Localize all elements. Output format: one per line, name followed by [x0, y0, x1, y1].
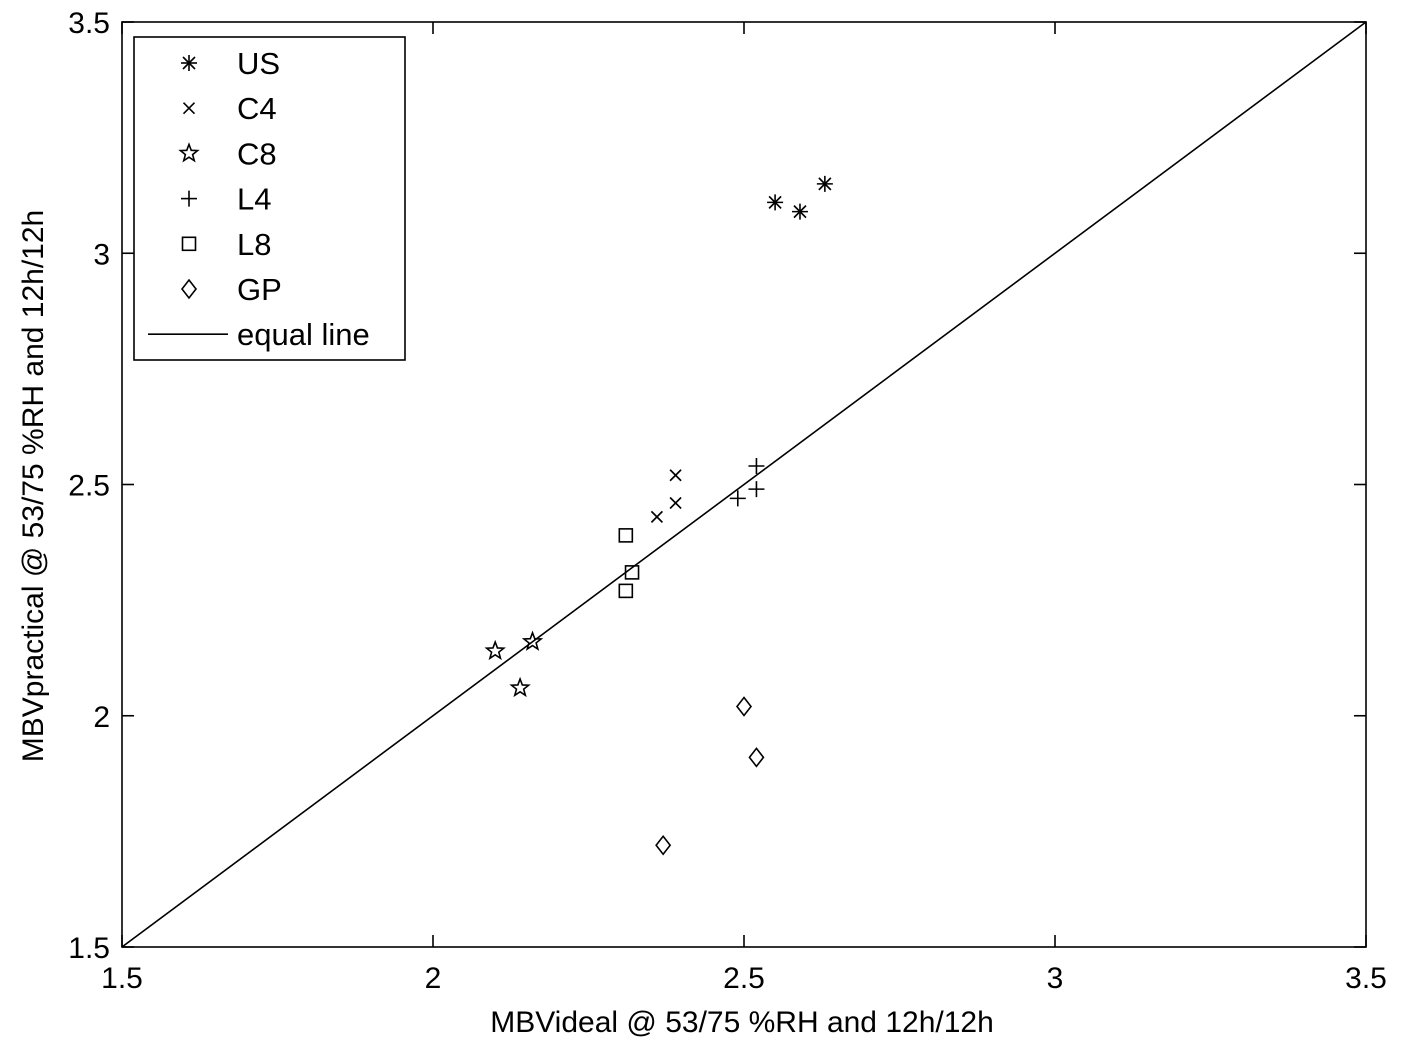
y-tick-label: 3: [93, 238, 110, 271]
x-tick-label: 3: [1047, 962, 1064, 995]
point-c4: [669, 469, 682, 482]
point-us: [767, 194, 784, 211]
legend: US C4 C8 L4 L8 GP equal line: [133, 36, 406, 361]
point-gp: [735, 696, 753, 717]
y-tick-label: 3.5: [68, 7, 110, 40]
axis-ticks: 1.5 2 2.5 3 3.5 1.5 2 2.5 3 3.5: [68, 7, 1387, 995]
legend-swatch-us: [181, 55, 197, 71]
legend-swatch-c8: [178, 142, 200, 163]
point-l4: [729, 490, 746, 507]
y-axis-label: MBVpractical @ 53/75 %RH and 12h/12h: [17, 210, 50, 762]
legend-label-l4: L4: [237, 182, 271, 217]
point-c4: [669, 496, 682, 510]
point-gp: [655, 834, 672, 856]
legend-box: [133, 36, 406, 361]
legend-label-us: US: [237, 46, 280, 81]
point-l4: [748, 458, 765, 474]
point-l4: [748, 481, 765, 498]
point-c8: [484, 639, 506, 661]
point-us: [791, 203, 808, 220]
y-tick-label: 1.5: [68, 932, 110, 965]
point-c8: [521, 630, 544, 651]
point-l8: [618, 528, 634, 543]
point-us: [816, 175, 833, 192]
x-tick-label: 2.5: [723, 962, 765, 995]
series-line-equal-line: [121, 21, 1367, 948]
x-tick-label: 3.5: [1345, 962, 1387, 995]
x-tick-label: 1.5: [101, 962, 143, 995]
point-l8: [618, 583, 634, 599]
legend-label-gp: GP: [237, 272, 282, 307]
y-tick-label: 2.5: [68, 470, 110, 503]
legend-label-equal-line: equal line: [237, 317, 370, 352]
point-c4: [650, 510, 663, 523]
legend-swatch-l4: [181, 190, 197, 207]
legend-label-l8: L8: [237, 227, 271, 262]
legend-swatch-l8: [181, 236, 197, 252]
point-gp: [748, 747, 765, 768]
data-marks: [121, 21, 1367, 948]
y-tick-label: 2: [93, 701, 110, 734]
x-tick-label: 2: [425, 962, 442, 995]
legend-swatch-gp: [180, 278, 198, 300]
legend-label-c8: C8: [237, 136, 277, 171]
x-axis-label: MBVideal @ 53/75 %RH and 12h/12h: [490, 1006, 994, 1039]
point-c8: [509, 676, 531, 698]
legend-label-c4: C4: [237, 91, 277, 126]
legend-swatch-c4: [182, 102, 196, 115]
